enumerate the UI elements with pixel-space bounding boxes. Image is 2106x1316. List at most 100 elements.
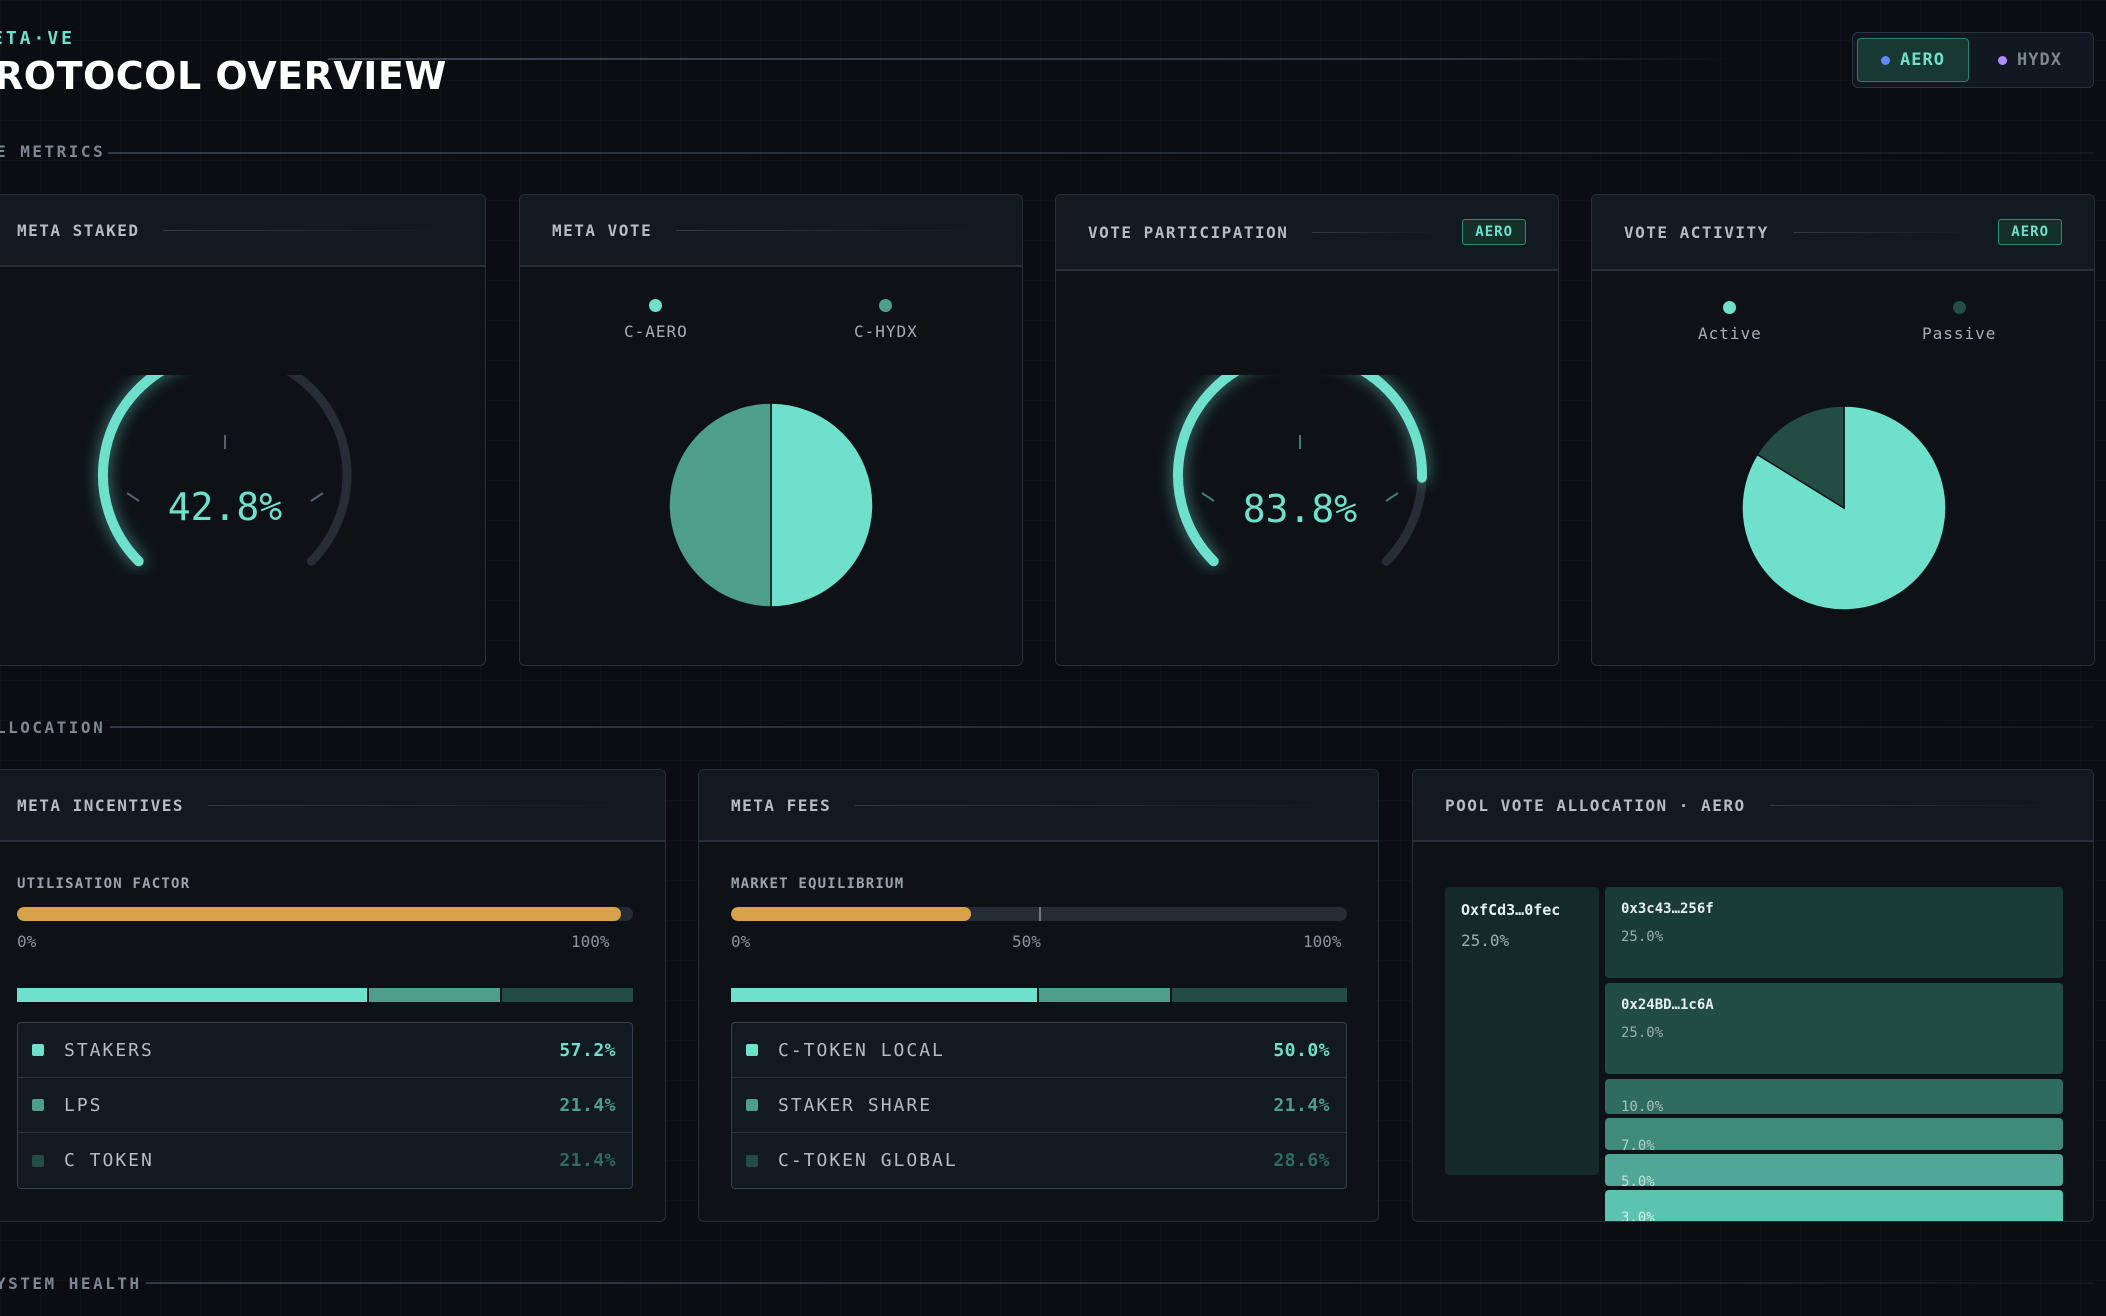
legend-dot-icon [1952, 301, 1966, 314]
legend-label: C-HYDX [854, 322, 918, 341]
gauge-tick [1201, 492, 1215, 502]
table-row: C-TOKEN LOCAL 50.0% [732, 1023, 1346, 1078]
utilisation-bar [17, 907, 633, 921]
card-header: META STAKED [0, 195, 485, 267]
pool-tile[interactable]: 10.0% [1605, 1079, 2063, 1114]
midpoint-marker [1039, 907, 1041, 921]
card-meta-fees: META FEES MARKET EQUILIBRIUM 0% 50% 100%… [698, 769, 1379, 1222]
protocol-toggle: AERO HYDX [1852, 32, 2094, 88]
pool-share: 10.0% [1621, 1099, 1664, 1114]
legend-dot-icon [879, 299, 893, 312]
row-value: 28.6% [1273, 1150, 1330, 1171]
legend-label: C-AERO [624, 322, 688, 341]
table-row: LPS 21.4% [18, 1078, 632, 1133]
row-label: STAKER SHARE [778, 1094, 933, 1116]
legend-item-active: Active [1698, 301, 1762, 343]
pool-share: 25.0% [1621, 929, 1664, 945]
split-segment [17, 988, 368, 1002]
split-segment [369, 988, 501, 1002]
pool-tile[interactable]: OxfCd3…0fec 25.0% [1445, 887, 1599, 1175]
toggle-hydx-label: HYDX [2017, 50, 2062, 70]
tick-label: 0% [731, 932, 751, 951]
section-divider-allocation [110, 726, 2093, 728]
card-meta-incentives: META INCENTIVES UTILISATION FACTOR 0% 10… [0, 769, 666, 1222]
card-header: META INCENTIVES [0, 770, 665, 842]
split-segment [502, 988, 634, 1002]
pool-tile[interactable]: 5.0% [1605, 1154, 2063, 1186]
card-title: VOTE ACTIVITY [1624, 222, 1769, 242]
card-vote-activity: VOTE ACTIVITY AERO Active Passive [1591, 194, 2095, 666]
legend-item-c-aero: C-AERO [624, 299, 688, 341]
protocol-badge: AERO [1998, 219, 2062, 245]
legend-dot-icon [649, 299, 663, 312]
pool-tile[interactable]: 3.0% [1605, 1190, 2063, 1222]
gauge-track [98, 375, 352, 566]
card-meta-vote: META VOTE C-AERO C-HYDX [519, 194, 1023, 666]
card-meta-staked: META STAKED 42.8% [0, 194, 486, 666]
card-vote-participation: VOTE PARTICIPATION AERO 83.8% [1055, 194, 1559, 666]
equilibrium-label: MARKET EQUILIBRIUM [731, 876, 905, 892]
toggle-aero-label: AERO [1900, 50, 1945, 70]
meta-staked-value: 42.8% [167, 485, 283, 529]
legend-label: Active [1698, 324, 1762, 343]
gauge-tick [310, 492, 324, 502]
pool-share: 5.0% [1621, 1174, 1655, 1186]
card-title: META VOTE [552, 220, 653, 240]
pool-address: OxfCd3…0fec [1461, 901, 1561, 919]
gauge-tick [1385, 492, 1399, 502]
pool-tile[interactable]: 0x24BD…1c6A 25.0% [1605, 983, 2063, 1074]
brand-eyebrow: ETA·VE [0, 28, 76, 49]
card-header: VOTE PARTICIPATION AERO [1056, 195, 1558, 271]
card-title-rule [1792, 231, 1975, 233]
card-title-rule [208, 804, 633, 806]
pool-share: 25.0% [1461, 931, 1510, 950]
row-label: C TOKEN [64, 1150, 154, 1171]
card-title: META STAKED [17, 220, 140, 240]
section-label-allocation: LLOCATION [0, 718, 106, 737]
swatch-icon [32, 1099, 44, 1111]
incentives-table: STAKERS 57.2% LPS 21.4% C TOKEN 21.4% [17, 1022, 633, 1189]
protocol-badge: AERO [1462, 219, 1526, 245]
card-title-rule [1769, 804, 2061, 806]
split-segment [1039, 988, 1170, 1002]
pool-address: 0x24BD…1c6A [1621, 997, 1714, 1013]
vote-participation-gauge [1173, 375, 1428, 567]
tick-label: 50% [1012, 932, 1041, 951]
card-title-rule [676, 229, 990, 231]
legend-label: Passive [1922, 324, 1997, 343]
aero-dot-icon [1881, 55, 1891, 65]
row-value: 21.4% [559, 1094, 616, 1116]
swatch-icon [746, 1154, 758, 1167]
equilibrium-bar [731, 907, 1347, 921]
meta-staked-gauge [98, 375, 352, 567]
fees-table: C-TOKEN LOCAL 50.0% STAKER SHARE 21.4% C-TOK… [731, 1022, 1347, 1189]
tick-label: 0% [17, 932, 37, 951]
legend-item-passive: Passive [1922, 301, 1996, 343]
gauge-fill [98, 375, 165, 567]
pie-slice-c-aero [770, 402, 874, 608]
incentives-split-bar [17, 988, 634, 1002]
toggle-hydx-button[interactable]: HYDX [1975, 38, 2085, 82]
row-value: 57.2% [559, 1039, 616, 1061]
pool-tile[interactable]: 0x3c43…256f 25.0% [1605, 887, 2063, 978]
card-header: POOL VOTE ALLOCATION · AERO [1413, 770, 2093, 842]
page-title: ROTOCOL OVERVIEW [0, 54, 447, 98]
pool-share: 7.0% [1621, 1138, 1655, 1150]
utilisation-bar-fill [17, 907, 621, 921]
gauge-tick [126, 492, 140, 502]
gauge-fill [1173, 375, 1428, 567]
card-title: POOL VOTE ALLOCATION · AERO [1445, 795, 1746, 815]
pool-share: 3.0% [1621, 1210, 1655, 1222]
title-divider [328, 58, 1738, 60]
toggle-aero-button[interactable]: AERO [1857, 38, 1969, 82]
pool-address: 0x3c43…256f [1621, 901, 1714, 917]
swatch-icon [746, 1044, 758, 1056]
row-label: C-TOKEN LOCAL [778, 1039, 945, 1061]
legend-dot-icon [1723, 301, 1737, 314]
card-title: META FEES [731, 795, 832, 815]
card-title: META INCENTIVES [17, 795, 184, 815]
utilisation-label: UTILISATION FACTOR [17, 876, 191, 892]
section-divider-system-health [146, 1282, 2093, 1284]
pool-tile[interactable]: 7.0% [1605, 1118, 2063, 1150]
row-value: 50.0% [1273, 1039, 1330, 1061]
